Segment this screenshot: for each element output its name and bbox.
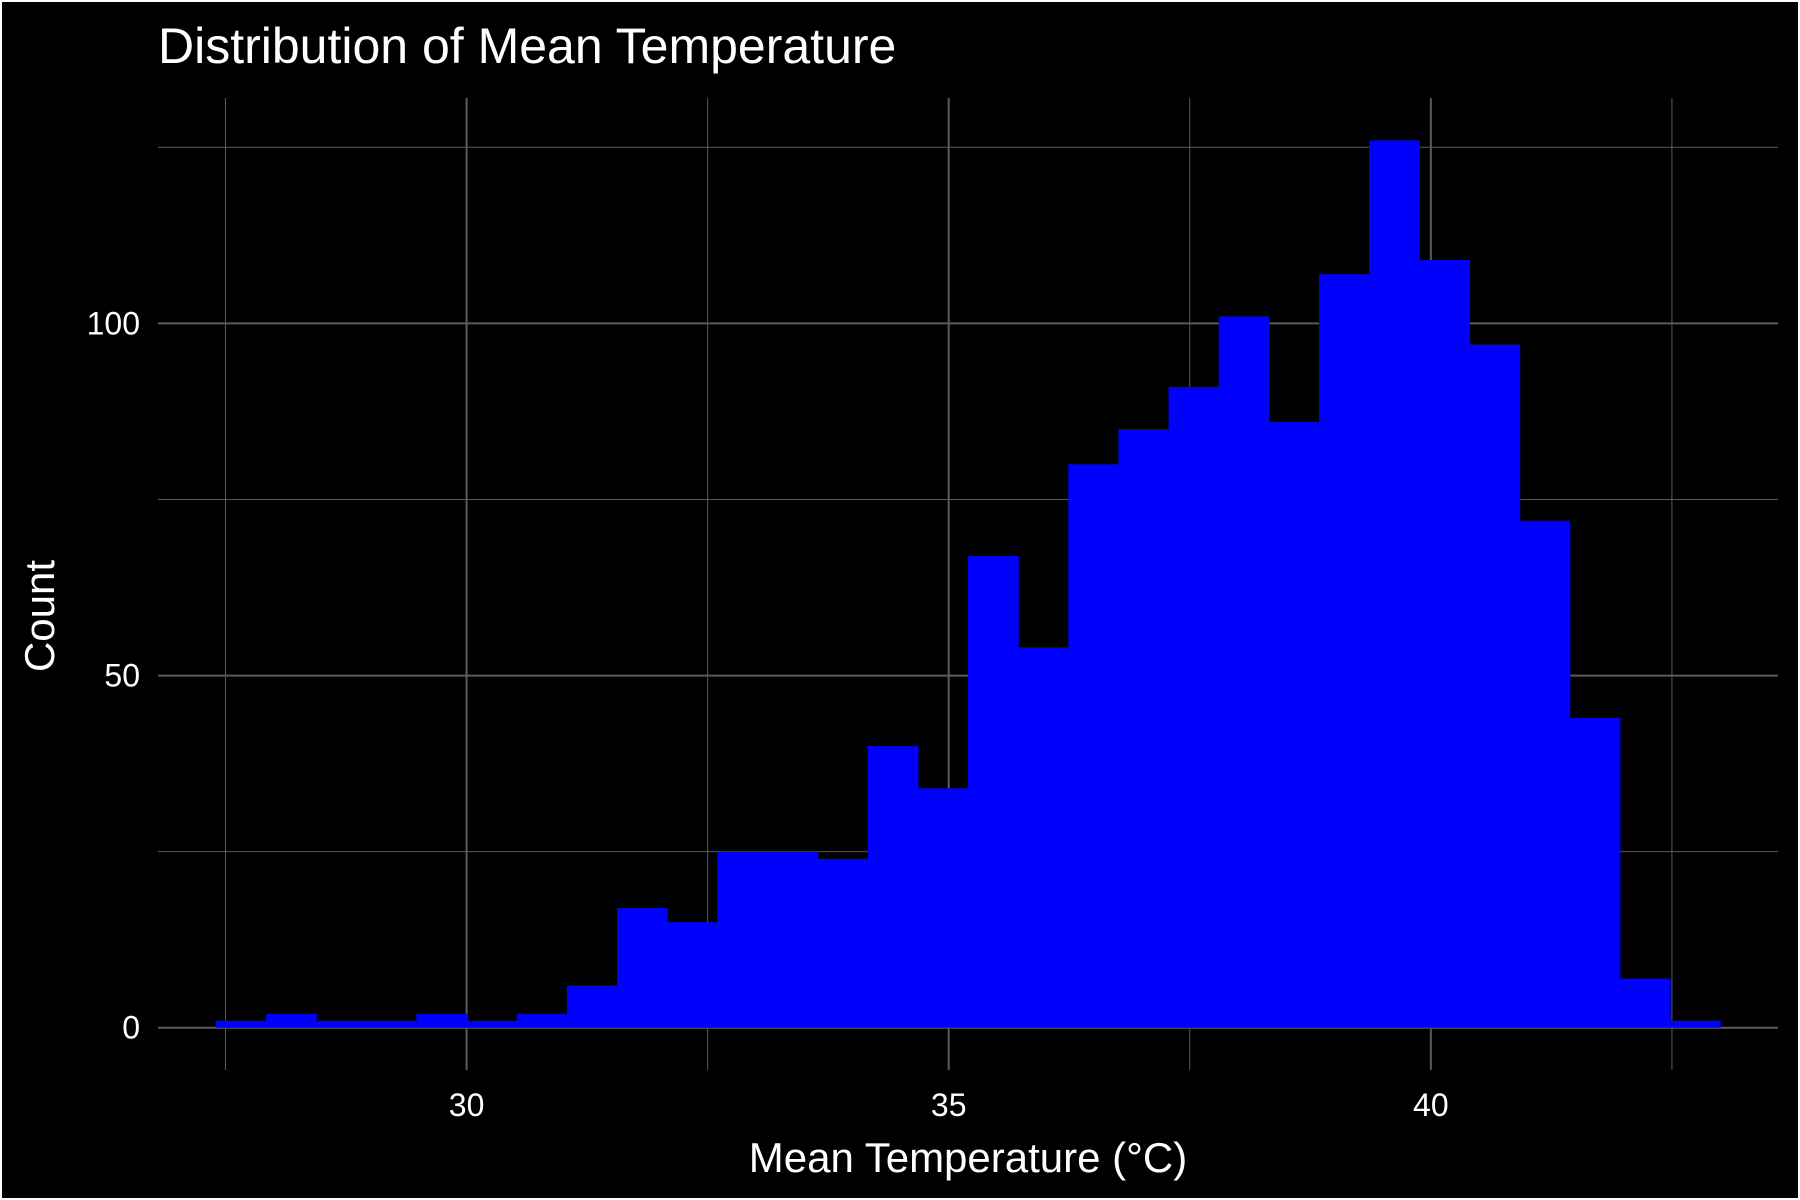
y-tick-label: 50 <box>104 658 140 694</box>
histogram-bar <box>717 851 769 1028</box>
histogram-bar <box>817 858 869 1028</box>
x-tick-label: 30 <box>449 1087 485 1123</box>
bar-layer <box>215 140 1721 1028</box>
y-axis-title: Count <box>16 560 63 672</box>
histogram-bar <box>266 1013 317 1028</box>
histogram-bar <box>1068 464 1120 1028</box>
x-axis-title: Mean Temperature (°C) <box>749 1134 1188 1181</box>
histogram-bar <box>1419 260 1471 1028</box>
histogram-bar <box>1519 520 1571 1028</box>
histogram-bar <box>566 985 618 1028</box>
histogram-bar <box>1018 647 1069 1028</box>
histogram-bar <box>466 1020 518 1028</box>
histogram-bar <box>1569 717 1621 1028</box>
histogram-bar <box>316 1020 367 1028</box>
histogram-bar <box>1469 344 1521 1028</box>
histogram-bar <box>1619 978 1671 1028</box>
histogram-bar <box>1268 422 1320 1028</box>
histogram-bar <box>215 1020 267 1028</box>
histogram-bar <box>416 1013 468 1028</box>
chart-title: Distribution of Mean Temperature <box>158 18 896 74</box>
histogram-bar <box>767 851 819 1028</box>
histogram-bar <box>968 555 1019 1028</box>
histogram-bar <box>617 908 668 1028</box>
histogram-bar <box>1118 429 1170 1028</box>
x-tick-label: 40 <box>1413 1087 1449 1123</box>
histogram-bar <box>867 746 919 1028</box>
histogram-bar <box>667 922 718 1028</box>
histogram-bar <box>1319 274 1370 1028</box>
histogram-bar <box>366 1020 418 1028</box>
histogram-bar <box>516 1013 568 1028</box>
histogram-bar <box>1369 140 1420 1028</box>
y-tick-label: 0 <box>122 1010 140 1046</box>
histogram-bar <box>1670 1020 1721 1028</box>
histogram-bar <box>1218 316 1270 1028</box>
tick-labels: 30 35 40 0 50 100 <box>87 305 1449 1123</box>
x-tick-label: 35 <box>931 1087 967 1123</box>
histogram-bar <box>917 788 969 1028</box>
y-tick-label: 100 <box>87 305 140 341</box>
histogram-bar <box>1168 386 1220 1028</box>
